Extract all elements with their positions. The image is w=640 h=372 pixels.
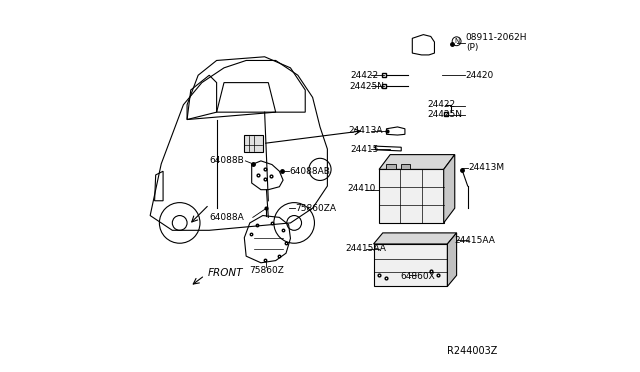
FancyBboxPatch shape: [374, 244, 447, 286]
Polygon shape: [374, 233, 456, 244]
Polygon shape: [447, 233, 456, 286]
Text: R244003Z: R244003Z: [447, 346, 497, 356]
Text: 64088AB: 64088AB: [289, 167, 330, 176]
FancyBboxPatch shape: [401, 164, 410, 169]
Text: 75860ZA: 75860ZA: [296, 203, 337, 213]
Text: 24425N: 24425N: [349, 82, 385, 91]
Text: 64088B: 64088B: [209, 156, 244, 166]
Text: 75860Z: 75860Z: [249, 266, 284, 275]
Text: 24415AA: 24415AA: [345, 244, 386, 253]
Text: FRONT: FRONT: [207, 268, 243, 278]
Text: 24422: 24422: [427, 100, 455, 109]
FancyBboxPatch shape: [244, 135, 263, 152]
Text: 24415: 24415: [350, 145, 379, 154]
Polygon shape: [379, 155, 455, 169]
Text: 24425N: 24425N: [427, 110, 462, 119]
Polygon shape: [444, 155, 455, 223]
Text: 24420: 24420: [466, 71, 494, 80]
Text: 24410: 24410: [348, 185, 376, 193]
FancyBboxPatch shape: [387, 164, 396, 169]
Text: 24413A: 24413A: [349, 126, 383, 135]
Text: 24415AA: 24415AA: [455, 236, 495, 245]
Text: 24413M: 24413M: [468, 163, 504, 172]
Text: N: N: [454, 38, 460, 44]
FancyBboxPatch shape: [379, 169, 444, 223]
Text: 64860X: 64860X: [401, 272, 435, 281]
Text: 64088A: 64088A: [209, 213, 244, 222]
Text: 24422: 24422: [350, 71, 378, 80]
Text: 08911-2062H
(P): 08911-2062H (P): [466, 33, 527, 52]
